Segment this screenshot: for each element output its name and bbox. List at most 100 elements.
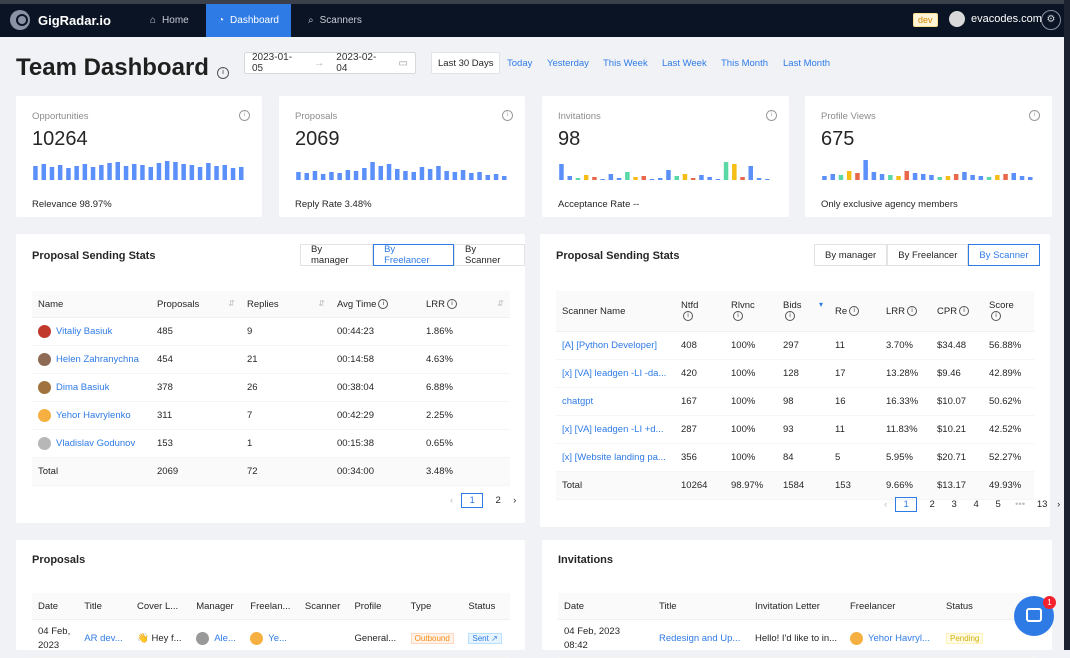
freelancer-link[interactable]: Vitaliy Basiuk <box>56 326 113 338</box>
col-rlvnc[interactable]: Rlvnc i <box>725 291 777 332</box>
col-re[interactable]: Re i <box>829 291 880 332</box>
proposal-title-link[interactable]: AR dev... <box>84 633 123 644</box>
col-cover-letter[interactable]: Cover L... <box>131 593 191 620</box>
nav-dashboard[interactable]: ◔ Dashboard <box>206 4 291 37</box>
col-bids[interactable]: Bids ▾ i <box>777 291 829 332</box>
table-row: 04 Feb, 2023 AR dev... 👋 Hey f... Ale... … <box>32 619 510 658</box>
radar-icon <box>10 10 30 30</box>
info-icon[interactable]: i <box>502 110 513 121</box>
avatar <box>38 437 51 450</box>
sparkline-bars <box>822 160 1033 180</box>
freelancer-link[interactable]: Helen Zahranychna <box>56 354 139 366</box>
sparkline-bar <box>633 177 638 180</box>
info-icon[interactable]: i <box>239 110 250 121</box>
page-4[interactable]: 4 <box>973 499 979 510</box>
date-start[interactable]: 2023-01-05 <box>252 52 293 74</box>
date-range-picker[interactable]: 2023-01-05 → 2023-02-04 ▭ <box>244 52 416 74</box>
col-avg-time[interactable]: Avg Time i <box>331 291 420 318</box>
col-freelancer[interactable]: Freelancer <box>844 593 940 620</box>
table-row: [A] [Python Developer] 408 100% 297 11 3.70%… <box>556 331 1034 360</box>
quick-last-week[interactable]: Last Week <box>662 57 707 69</box>
tab-by-freelancer[interactable]: By Freelancer <box>373 244 455 266</box>
tab-by-manager[interactable]: By manager <box>814 244 888 266</box>
page-13[interactable]: 13 <box>1036 499 1048 510</box>
page-5[interactable]: 5 <box>995 499 1001 510</box>
info-icon[interactable]: i <box>766 110 777 121</box>
col-title[interactable]: Title <box>78 593 131 620</box>
col-lrr[interactable]: LRR i <box>880 291 931 332</box>
stat-foot: Acceptance Rate -- <box>558 199 640 210</box>
next-page-icon[interactable]: › <box>513 495 517 506</box>
scanner-link[interactable]: [x] [VA] leadgen -LI +d... <box>562 424 664 435</box>
avatar <box>250 632 264 645</box>
stat-foot: Relevance 98.97% <box>32 199 112 210</box>
col-replies[interactable]: Replies ⇵ <box>241 291 331 318</box>
col-date[interactable]: Date <box>558 593 653 620</box>
user-menu[interactable]: evacodes.com <box>949 11 1042 27</box>
page-2[interactable]: 2 <box>929 499 935 510</box>
col-title[interactable]: Title <box>653 593 749 620</box>
quick-yesterday[interactable]: Yesterday <box>547 57 589 69</box>
col-name[interactable]: Name <box>32 291 151 318</box>
sparkline-bar <box>173 162 178 180</box>
tab-by-scanner[interactable]: By Scanner <box>454 244 525 266</box>
scanner-link[interactable]: chatgpt <box>562 396 594 407</box>
nav-scanners[interactable]: ⌕ Scanners <box>296 4 374 37</box>
col-invitation-letter[interactable]: Invitation Letter <box>749 593 844 620</box>
col-scanner-name[interactable]: Scanner Name <box>556 291 675 332</box>
scanner-link[interactable]: [x] [Website landing pa... <box>562 452 666 463</box>
col-lrr[interactable]: LRR i ⇵ <box>420 291 510 318</box>
page-2[interactable]: 2 <box>495 495 501 506</box>
col-profile[interactable]: Profile <box>348 593 405 620</box>
sparkline-bar <box>995 175 1000 180</box>
page-1[interactable]: 1 <box>895 497 918 512</box>
sparkline-bar <box>493 174 499 180</box>
sparkline-bar <box>846 171 852 180</box>
table-total-row: Total 2069 72 00:34:00 3.48% <box>32 457 510 486</box>
col-proposals[interactable]: Proposals ⇵ <box>151 291 241 318</box>
info-icon[interactable]: i <box>1029 110 1040 121</box>
sparkline-bar <box>230 168 236 180</box>
date-end[interactable]: 2023-02-04 <box>336 52 377 74</box>
sparkline-bar <box>1019 176 1025 180</box>
col-score[interactable]: Score i <box>983 291 1034 332</box>
invitation-title-link[interactable]: Redesign and Up... <box>659 633 741 644</box>
quick-this-week[interactable]: This Week <box>603 57 648 69</box>
page-1[interactable]: 1 <box>461 493 484 508</box>
sparkline-bar <box>41 164 46 180</box>
prev-page-icon[interactable]: ‹ <box>884 499 888 510</box>
app-logo[interactable]: GigRadar.io <box>10 10 111 30</box>
invitations-card: Invitations Date Title Invitation Letter… <box>542 540 1052 658</box>
col-date[interactable]: Date <box>32 593 79 620</box>
sparkline-bar <box>469 173 474 180</box>
tab-by-manager[interactable]: By manager <box>300 244 374 266</box>
freelancer-link[interactable]: Vladislav Godunov <box>56 438 136 450</box>
quick-last-30-days[interactable]: Last 30 Days <box>431 52 501 74</box>
scanner-link[interactable]: [x] [VA] leadgen -LI -da... <box>562 368 667 379</box>
quick-last-month[interactable]: Last Month <box>783 57 830 69</box>
nav-home[interactable]: ⌂ Home <box>138 4 201 37</box>
tab-by-freelancer[interactable]: By Freelancer <box>887 244 969 266</box>
sparkline-bar <box>608 174 614 180</box>
next-page-icon[interactable]: › <box>1057 499 1061 510</box>
freelancer-link[interactable]: Yehor Havrylenko <box>56 410 131 422</box>
col-manager[interactable]: Manager <box>190 593 245 620</box>
page-3[interactable]: 3 <box>951 499 957 510</box>
quick-today[interactable]: Today <box>507 57 533 69</box>
col-cpr[interactable]: CPR i <box>931 291 983 332</box>
col-status[interactable]: Status <box>462 593 510 620</box>
tab-by-scanner[interactable]: By Scanner <box>968 244 1040 266</box>
settings-gear-icon[interactable]: ⚙ <box>1041 10 1061 30</box>
prev-page-icon[interactable]: ‹ <box>450 495 454 506</box>
info-icon[interactable]: i <box>217 67 229 79</box>
more-pages-icon[interactable]: ••• <box>1015 499 1026 510</box>
col-freelancer[interactable]: Freelan... <box>244 593 299 620</box>
col-type[interactable]: Type <box>404 593 463 620</box>
freelancer-link[interactable]: Dima Basiuk <box>56 382 110 394</box>
quick-this-month[interactable]: This Month <box>721 57 768 69</box>
section-title: Invitations <box>558 554 614 566</box>
col-scanner[interactable]: Scanner <box>298 593 349 620</box>
col-ntfd[interactable]: Ntfd i <box>675 291 725 332</box>
stat-value: 2069 <box>295 128 340 150</box>
scanner-link[interactable]: [A] [Python Developer] <box>562 340 658 351</box>
